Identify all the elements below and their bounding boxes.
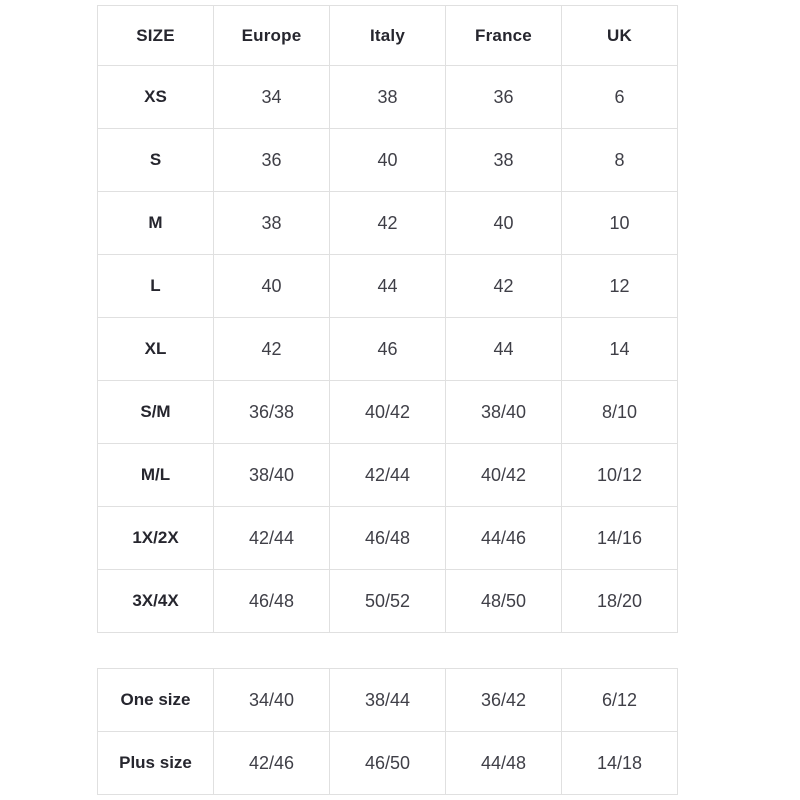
table-cell: 10/12 xyxy=(561,443,678,507)
size-label: 1X/2X xyxy=(97,506,214,570)
table-cell: 40/42 xyxy=(329,380,446,444)
table-cell: 38/40 xyxy=(445,380,562,444)
table-cell: 36 xyxy=(445,65,562,129)
table-cell: 12 xyxy=(561,254,678,318)
table-cell: 44 xyxy=(329,254,446,318)
table-cell: 34 xyxy=(213,65,330,129)
table-cell: 36/42 xyxy=(445,668,562,732)
special-sizes-table: One size 34/40 38/44 36/42 6/12 Plus siz… xyxy=(97,668,678,795)
size-label: Plus size xyxy=(97,731,214,795)
size-label: M/L xyxy=(97,443,214,507)
table-cell: 44/48 xyxy=(445,731,562,795)
table-cell: 8/10 xyxy=(561,380,678,444)
table-row-xs: XS 34 38 36 6 xyxy=(97,65,678,129)
table-cell: 40/42 xyxy=(445,443,562,507)
size-label: XL xyxy=(97,317,214,381)
table-cell: 40 xyxy=(329,128,446,192)
size-label: S xyxy=(97,128,214,192)
table-cell: 8 xyxy=(561,128,678,192)
size-conversion-table: SIZE Europe Italy France UK XS 34 38 36 … xyxy=(97,5,678,633)
table-cell: 36 xyxy=(213,128,330,192)
column-header-uk: UK xyxy=(561,5,678,66)
table-cell: 10 xyxy=(561,191,678,255)
table-row-ml: M/L 38/40 42/44 40/42 10/12 xyxy=(97,443,678,507)
table-cell: 38/44 xyxy=(329,668,446,732)
table-cell: 18/20 xyxy=(561,569,678,633)
table-cell: 38 xyxy=(445,128,562,192)
table-row-3x4x: 3X/4X 46/48 50/52 48/50 18/20 xyxy=(97,569,678,633)
table-cell: 44 xyxy=(445,317,562,381)
size-table-body: XS 34 38 36 6 S 36 40 38 8 M 38 42 40 10 xyxy=(97,65,678,633)
size-label: S/M xyxy=(97,380,214,444)
size-table-header: SIZE Europe Italy France UK xyxy=(97,5,678,66)
table-cell: 42 xyxy=(213,317,330,381)
table-cell: 46 xyxy=(329,317,446,381)
table-row-sm: S/M 36/38 40/42 38/40 8/10 xyxy=(97,380,678,444)
table-cell: 46/48 xyxy=(213,569,330,633)
table-cell: 42/46 xyxy=(213,731,330,795)
table-cell: 14 xyxy=(561,317,678,381)
table-cell: 48/50 xyxy=(445,569,562,633)
table-row-1x2x: 1X/2X 42/44 46/48 44/46 14/16 xyxy=(97,506,678,570)
table-cell: 14/16 xyxy=(561,506,678,570)
table-cell: 42/44 xyxy=(213,506,330,570)
column-header-size: SIZE xyxy=(97,5,214,66)
column-header-europe: Europe xyxy=(213,5,330,66)
table-cell: 42 xyxy=(329,191,446,255)
table-cell: 38 xyxy=(329,65,446,129)
size-label: L xyxy=(97,254,214,318)
size-label: XS xyxy=(97,65,214,129)
table-row-one-size: One size 34/40 38/44 36/42 6/12 xyxy=(97,668,678,732)
table-cell: 6 xyxy=(561,65,678,129)
table-cell: 44/46 xyxy=(445,506,562,570)
size-label: 3X/4X xyxy=(97,569,214,633)
table-row-m: M 38 42 40 10 xyxy=(97,191,678,255)
table-cell: 46/48 xyxy=(329,506,446,570)
table-cell: 6/12 xyxy=(561,668,678,732)
table-cell: 42 xyxy=(445,254,562,318)
table-cell: 42/44 xyxy=(329,443,446,507)
column-header-italy: Italy xyxy=(329,5,446,66)
table-cell: 36/38 xyxy=(213,380,330,444)
table-row-xl: XL 42 46 44 14 xyxy=(97,317,678,381)
header-row: SIZE Europe Italy France UK xyxy=(97,5,678,66)
table-cell: 40 xyxy=(445,191,562,255)
table-row-s: S 36 40 38 8 xyxy=(97,128,678,192)
table-cell: 40 xyxy=(213,254,330,318)
column-header-france: France xyxy=(445,5,562,66)
table-cell: 46/50 xyxy=(329,731,446,795)
size-label: M xyxy=(97,191,214,255)
size-label: One size xyxy=(97,668,214,732)
table-row-plus-size: Plus size 42/46 46/50 44/48 14/18 xyxy=(97,731,678,795)
table-cell: 38 xyxy=(213,191,330,255)
table-cell: 34/40 xyxy=(213,668,330,732)
table-cell: 14/18 xyxy=(561,731,678,795)
special-sizes-body: One size 34/40 38/44 36/42 6/12 Plus siz… xyxy=(97,668,678,795)
table-cell: 38/40 xyxy=(213,443,330,507)
size-conversion-area: SIZE Europe Italy France UK XS 34 38 36 … xyxy=(97,5,678,795)
table-row-l: L 40 44 42 12 xyxy=(97,254,678,318)
table-cell: 50/52 xyxy=(329,569,446,633)
